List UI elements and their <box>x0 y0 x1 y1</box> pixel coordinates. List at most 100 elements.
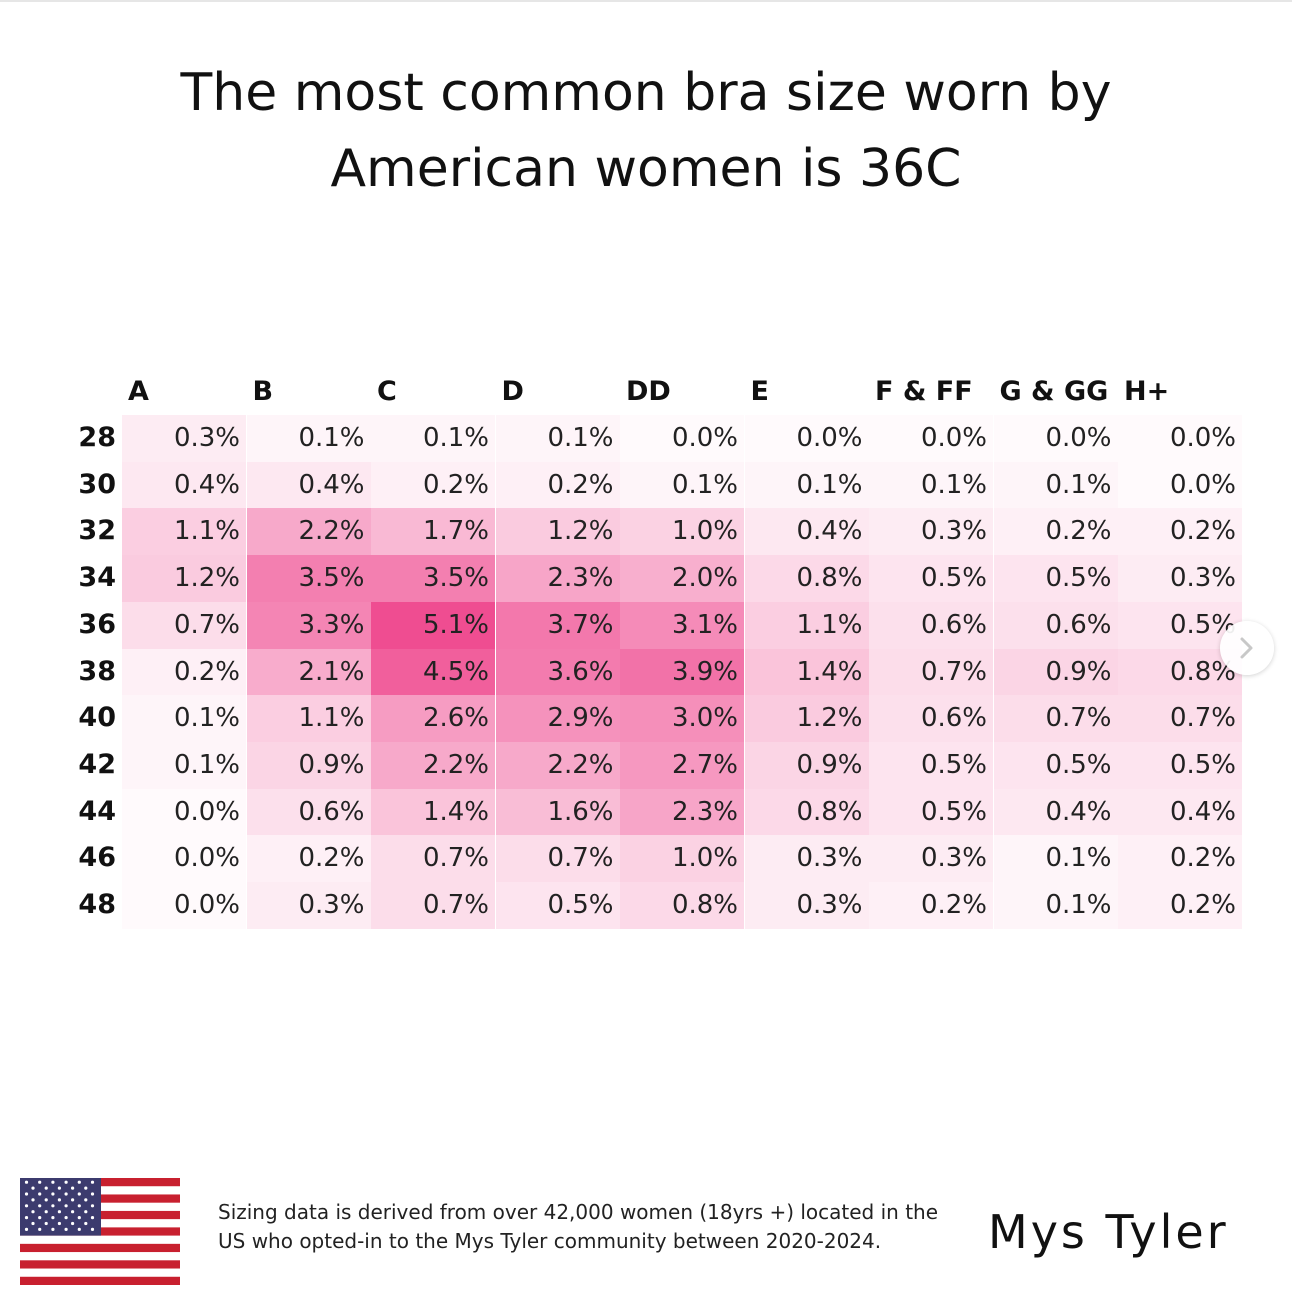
cell-value-label: 0.6% <box>920 703 987 734</box>
cell-value-label: 0.0% <box>1169 469 1236 500</box>
cell-value-label: 2.9% <box>547 703 614 734</box>
heatmap-cell <box>993 648 1118 696</box>
cell-value-label: 0.0% <box>173 843 240 874</box>
flag-star <box>64 1204 68 1208</box>
cell-value-label: 2.2% <box>298 516 365 547</box>
heatmap-cell <box>495 555 620 603</box>
column-label: F & FF <box>875 376 973 407</box>
flag-star <box>51 1204 55 1208</box>
flag-star <box>64 1180 68 1184</box>
flag-star <box>57 1221 62 1226</box>
flag-stripe <box>20 1260 180 1269</box>
heatmap-cell <box>495 601 620 649</box>
brand-logo: Mys Tyler <box>988 1205 1229 1259</box>
column-label: G & GG <box>999 376 1109 407</box>
footnote-line-2: US who opted-in to the Mys Tyler communi… <box>218 1229 882 1253</box>
cell-value-label: 0.9% <box>1045 656 1112 687</box>
column-label: A <box>128 376 149 407</box>
cell-value-label: 0.2% <box>173 656 240 687</box>
heatmap-cell <box>122 508 246 556</box>
cell-value-label: 0.2% <box>1169 516 1236 547</box>
flag-stripe <box>20 1243 180 1253</box>
cell-value-label: 0.7% <box>547 843 614 874</box>
heatmap-cell <box>620 555 744 603</box>
heatmap-cell <box>1118 882 1242 929</box>
heatmap-cell <box>993 835 1118 883</box>
cell-value-label: 0.1% <box>422 423 489 453</box>
row-label: 44 <box>78 795 116 827</box>
heatmap-cell <box>246 415 371 462</box>
heatmap-cell <box>371 882 495 929</box>
cell-value-label: 0.9% <box>796 749 863 780</box>
heatmap-cell <box>993 741 1118 789</box>
cell-value-label: 2.7% <box>671 749 738 780</box>
heatmap-cell <box>993 555 1118 603</box>
flag-star <box>51 1180 55 1184</box>
row-label: 36 <box>78 608 116 640</box>
heatmap-cell <box>993 461 1118 509</box>
flag-star <box>84 1210 88 1214</box>
heatmap-cell <box>1118 695 1242 743</box>
flag-star <box>77 1216 81 1220</box>
heatmap-cell <box>246 601 371 649</box>
chart-title: The most common bra size worn by America… <box>0 55 1292 207</box>
flag-star <box>24 1204 29 1208</box>
column-label: E <box>750 376 769 407</box>
cell-value-label: 0.0% <box>1045 423 1112 453</box>
heatmap-cell <box>1118 835 1242 883</box>
cell-value-label: 0.0% <box>671 423 738 453</box>
heatmap-cell <box>869 835 993 883</box>
flag-star <box>31 1198 35 1202</box>
cell-value-label: 0.5% <box>1045 749 1112 780</box>
cell-value-label: 2.6% <box>422 703 489 734</box>
heatmap-cell <box>122 741 246 789</box>
flag-star <box>64 1227 68 1231</box>
flag-star <box>71 1198 75 1202</box>
cell-value-label: 0.2% <box>547 469 614 500</box>
heatmap-cell <box>1118 788 1242 836</box>
flag-stripe <box>20 1268 180 1278</box>
cell-value-label: 0.3% <box>1169 563 1236 594</box>
us-flag-icon <box>20 1178 180 1285</box>
heatmap-cell <box>744 508 869 556</box>
cell-value-label: 0.2% <box>1169 843 1236 874</box>
flag-star <box>51 1192 55 1196</box>
heatmap-cell <box>122 835 246 883</box>
cell-value-label: 1.1% <box>796 609 863 640</box>
row-label: 34 <box>78 562 116 594</box>
column-label: H+ <box>1124 376 1170 407</box>
cell-value-label: 0.2% <box>1045 516 1112 547</box>
heatmap-cell <box>1118 415 1242 462</box>
cell-value-label: 0.7% <box>173 609 240 640</box>
cell-value-label: 3.0% <box>671 703 738 734</box>
next-slide-button[interactable] <box>1220 621 1274 675</box>
heatmap-cell <box>1118 461 1242 509</box>
flag-stripe <box>20 1235 180 1245</box>
heatmap-cell <box>620 835 744 883</box>
heatmap-cell <box>744 648 869 696</box>
cell-value-label: 0.1% <box>298 423 365 453</box>
flag-star <box>31 1186 35 1190</box>
flag-star <box>71 1210 75 1214</box>
heatmap-cell <box>620 788 744 836</box>
cell-value-label: 0.2% <box>298 843 365 874</box>
heatmap-cell <box>744 882 869 929</box>
heatmap-cell <box>993 508 1118 556</box>
chart-title-line-1: The most common bra size worn by <box>180 63 1112 123</box>
flag-star <box>77 1227 81 1231</box>
heatmap-cell <box>122 415 246 462</box>
heatmap-cell <box>246 555 371 603</box>
cell-value-label: 1.6% <box>547 796 614 827</box>
heatmap-cell <box>744 788 869 836</box>
cell-value-label: 0.3% <box>298 890 365 920</box>
cell-value-label: 0.4% <box>298 469 365 500</box>
heatmap-cell <box>371 835 495 883</box>
row-label: 48 <box>78 889 116 920</box>
flag-star <box>38 1216 42 1220</box>
cell-value-label: 5.1% <box>422 609 489 640</box>
cell-value-label: 3.6% <box>547 656 614 687</box>
heatmap-cell <box>620 741 744 789</box>
row-label: 32 <box>78 515 116 547</box>
heatmap-cell <box>495 508 620 556</box>
flag-star <box>84 1186 88 1190</box>
